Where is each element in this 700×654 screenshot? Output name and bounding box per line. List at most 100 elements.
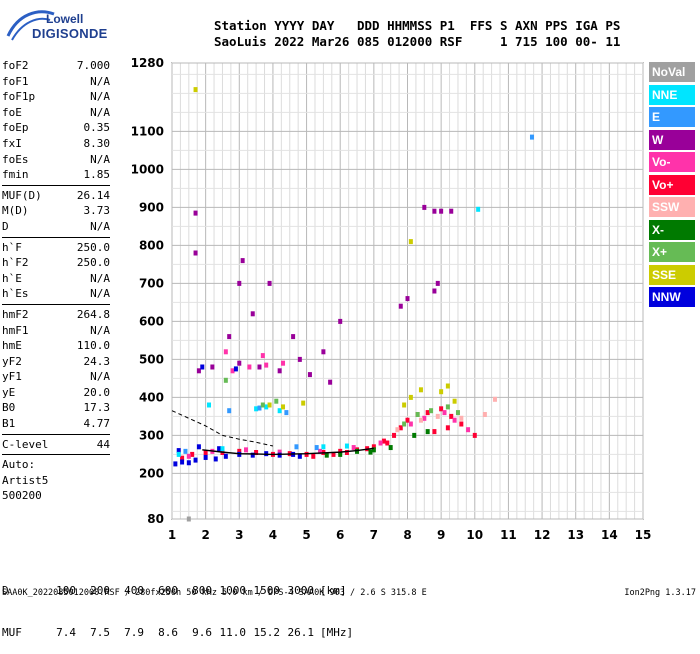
data-point-e	[529, 134, 534, 140]
param-name: MUF(D)	[2, 188, 42, 202]
data-point-nnw	[213, 456, 218, 462]
param-md: M(D) 3.73	[2, 203, 110, 219]
data-point-x	[388, 445, 393, 451]
row-value: 11.0	[219, 626, 247, 639]
y-tick-label: 1000	[131, 162, 164, 176]
data-point-vo	[230, 368, 235, 374]
row-value: 400	[124, 584, 144, 597]
data-point-vo	[190, 451, 195, 457]
param-hmf2: hmF2 264.8	[2, 307, 110, 323]
data-point-e	[227, 408, 232, 414]
data-point-nnw	[186, 460, 191, 466]
param-fof1: foF1 N/A	[2, 74, 110, 90]
data-point-vo	[311, 453, 316, 459]
auto-scaling-line: Auto:	[2, 458, 36, 472]
data-point-vo	[237, 448, 242, 454]
data-point-nnw	[237, 451, 242, 457]
data-point-w	[449, 208, 454, 214]
data-point-vo	[445, 425, 450, 431]
legend-item-w: W	[649, 129, 695, 150]
data-point-e	[294, 444, 299, 450]
data-point-vo	[442, 410, 447, 416]
legend-item-x: X-	[649, 219, 695, 240]
data-point-w	[321, 349, 326, 355]
param-fof1p: foF1p N/A	[2, 89, 110, 105]
data-point-vo	[398, 425, 403, 431]
param-foe: foE N/A	[2, 105, 110, 121]
param-separator	[2, 433, 110, 435]
data-point-ssw	[435, 413, 440, 419]
auto-scaling-line: Artist5	[2, 473, 49, 487]
data-point-vo	[223, 349, 228, 355]
data-point-vo	[281, 360, 286, 366]
electron-density-profile-line	[202, 447, 374, 456]
logo-swoosh-icon	[6, 10, 55, 41]
param-hme: hmE 110.0	[2, 338, 110, 354]
data-point-vo	[247, 364, 252, 370]
data-point-vo	[472, 432, 477, 438]
data-point-w	[432, 288, 437, 294]
data-point-w	[267, 280, 272, 286]
param-value: N/A	[90, 219, 110, 233]
param-name: h`E	[2, 271, 22, 285]
data-point-w	[432, 208, 437, 214]
data-point-w	[227, 334, 232, 340]
y-tick-label: 800	[139, 238, 164, 252]
x-tick-label: 7	[370, 528, 378, 542]
param-name: h`F2	[2, 256, 29, 270]
data-point-x	[445, 404, 450, 410]
data-point-nnw	[233, 366, 238, 372]
param-value: N/A	[90, 287, 110, 301]
data-point-vo	[408, 421, 413, 427]
data-point-nne	[220, 446, 225, 452]
param-hf2: h`F2 250.0	[2, 255, 110, 271]
ionogram-chart: 1 2 3 4 5 6 7 8 9 10 11 12 13 14 158020030040050060070…	[131, 56, 652, 542]
y-tick-label: 500	[139, 352, 164, 366]
param-name: h`Es	[2, 287, 29, 301]
data-point-e	[183, 448, 188, 454]
legend-item-vo: Vo+	[649, 174, 695, 195]
row-unit: [MHz]	[320, 626, 354, 639]
data-point-sse	[439, 389, 444, 395]
data-point-x	[368, 449, 373, 455]
data-point-vo	[432, 429, 437, 435]
data-point-vo	[422, 415, 427, 421]
data-point-w	[210, 364, 215, 370]
data-point-sse	[418, 387, 423, 393]
data-point-sse	[408, 394, 413, 400]
data-point-vo	[244, 447, 249, 453]
data-point-nne	[207, 402, 212, 408]
param-name: hmF2	[2, 307, 29, 321]
data-point-vo	[378, 440, 383, 446]
legend-item-nnw: NNW	[649, 287, 695, 307]
y-tick-label: 600	[139, 314, 164, 328]
row-value: 8.6	[158, 626, 178, 639]
data-point-x	[223, 377, 228, 383]
legend-item-noval: NoVal	[649, 62, 695, 82]
param-fxi: fxI 8.30	[2, 136, 110, 152]
data-point-vo	[338, 448, 343, 454]
x-tick-label: 2	[201, 528, 209, 542]
data-point-sse	[402, 402, 407, 408]
data-point-nnw	[193, 457, 198, 463]
data-point-vo	[466, 427, 471, 433]
param-value: N/A	[90, 323, 110, 337]
data-point-sse	[452, 398, 457, 404]
x-tick-label: 8	[403, 528, 411, 542]
data-point-w	[405, 296, 410, 302]
row-unit: [km]	[320, 584, 347, 597]
data-point-nne	[176, 451, 181, 457]
data-point-sse	[281, 404, 286, 410]
param-value: 26.14	[76, 188, 110, 202]
distance-muf-table: D 100 200 400 600 800 1000 1500 3000 [km] MUF 7.4 7…	[2, 556, 353, 654]
param-name: fxI	[2, 136, 22, 150]
logo-text-bottom: DIGISONDE	[32, 26, 108, 41]
param-value: 250.0	[76, 240, 110, 254]
data-point-nne	[321, 444, 326, 450]
param-name: foF1	[2, 74, 29, 88]
row-value: 800	[192, 584, 212, 597]
data-point-w	[422, 204, 427, 210]
data-point-vo	[344, 450, 349, 455]
data-point-w	[193, 250, 198, 256]
param-value: 264.8	[76, 307, 110, 321]
